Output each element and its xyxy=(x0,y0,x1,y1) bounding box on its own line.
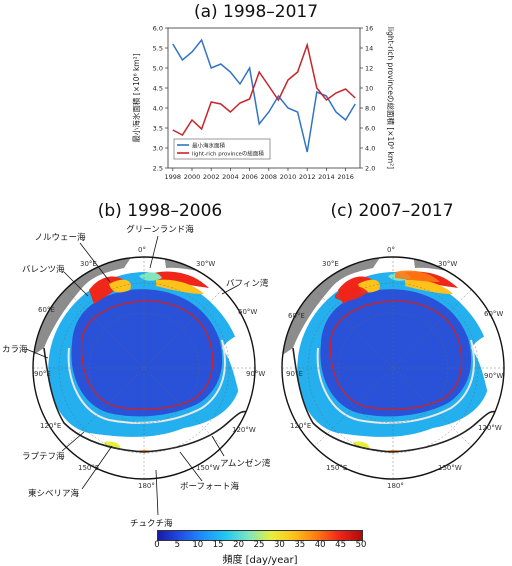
legend-label-ice: 最小海氷面積 xyxy=(192,142,226,150)
y-tick-label-right: 10 xyxy=(365,85,373,93)
y-axis-label-right: light-rich provinceの総面積 [×10⁶ km²] xyxy=(386,27,396,169)
colorbar-tick-label: 10 xyxy=(192,540,204,550)
x-tick-label: 2012 xyxy=(299,173,316,181)
x-tick-label: 2016 xyxy=(337,173,354,181)
label-east-siberian-sea: 東シベリア海 xyxy=(28,488,80,499)
graticule-label-150w: 150°W xyxy=(196,464,220,472)
label-norway-sea: ノルウェー海 xyxy=(34,232,86,243)
y-tick-label-right: 16 xyxy=(365,25,373,33)
graticule-label-90e: 90°E xyxy=(286,370,303,378)
graticule-label-120w: 120°W xyxy=(478,424,502,432)
colorbar xyxy=(157,530,363,541)
colorbar-tick-label: 50 xyxy=(355,540,367,550)
chart-legend: 最小海氷面積 light-rich provinceの総面積 xyxy=(173,138,271,160)
colorbar-ticks: 0 5 10 15 20 25 30 35 40 45 50 xyxy=(154,540,366,552)
label-amundsen-gulf: アムンゼン湾 xyxy=(220,458,271,469)
graticule-label-30e: 30°E xyxy=(80,260,97,268)
series-line-light xyxy=(172,42,356,136)
colorbar-tick-label: 15 xyxy=(212,540,224,550)
legend-label-light: light-rich provinceの総面積 xyxy=(192,150,264,158)
y-tick-label-left: 6.0 xyxy=(153,25,163,33)
graticule-label-150e: 150°E xyxy=(326,464,347,472)
x-tick-label: 1998 xyxy=(165,173,182,181)
graticule-label-60e: 60°E xyxy=(38,306,55,314)
y-tick-label-left: 5.0 xyxy=(153,65,163,73)
label-baffin-bay: バフィン湾 xyxy=(226,278,269,289)
colorbar-tick-label: 40 xyxy=(314,540,326,550)
y-tick-label-left: 2.5 xyxy=(153,165,163,173)
graticule-label-180: 180° xyxy=(138,482,155,490)
y-tick-label-left: 5.5 xyxy=(153,45,163,53)
label-greenland-sea: グリーンランド海 xyxy=(126,224,194,235)
colorbar-tick-label: 5 xyxy=(174,540,181,550)
colorbar-tick-label: 0 xyxy=(154,540,160,550)
graticule-label-120e: 120°E xyxy=(290,422,311,430)
panel-a-title: (a) 1998–2017 xyxy=(193,2,319,22)
graticule-label-120e: 120°E xyxy=(40,422,61,430)
x-tick-label: 2004 xyxy=(222,173,239,181)
x-tick-label: 2010 xyxy=(280,173,297,181)
colorbar-tick-label: 35 xyxy=(294,540,306,550)
graticule-label-60w: 60°W xyxy=(238,308,257,316)
graticule-label-60w: 60°W xyxy=(484,310,503,318)
graticule-label-90w: 90°W xyxy=(484,372,503,380)
y-tick-label-right: 8.0 xyxy=(365,105,375,113)
graticule-label-30w: 30°W xyxy=(196,260,215,268)
graticule-label-30w: 30°W xyxy=(438,260,457,268)
graticule-label-30e: 30°E xyxy=(322,260,339,268)
colorbar-label: 頻度 [day/year] xyxy=(222,555,298,566)
y-tick-label-left: 4.5 xyxy=(153,85,163,93)
y-tick-label-right: 12 xyxy=(365,65,373,73)
label-kara-sea: カラ海 xyxy=(2,344,28,355)
series-line-ice xyxy=(172,38,356,153)
y-tick-label-right: 6.0 xyxy=(365,125,375,133)
colorbar-tick-label: 25 xyxy=(253,540,265,550)
map-1998-2006 xyxy=(32,256,256,480)
graticule-label-150e: 150°E xyxy=(78,464,99,472)
x-tick-label: 2006 xyxy=(241,173,258,181)
colorbar-tick-label: 20 xyxy=(233,540,245,550)
label-barents-sea: バレンツ海 xyxy=(22,264,65,275)
label-beaufort-sea: ボーフォート海 xyxy=(180,481,239,492)
graticule-label-60e: 60°E xyxy=(288,312,305,320)
colorbar-tick-label: 30 xyxy=(273,540,285,550)
graticule-label-0: 0° xyxy=(387,246,395,254)
graticule-label-90w: 90°W xyxy=(246,370,265,378)
y-tick-label-right: 4.0 xyxy=(365,145,375,153)
label-laptev-sea: ラプテフ海 xyxy=(22,451,65,462)
y-tick-label-right: 2.0 xyxy=(365,165,375,173)
colorbar-tick-label: 45 xyxy=(335,540,347,550)
panel-b-title: (b) 1998–2006 xyxy=(97,201,223,221)
graticule-label-90e: 90°E xyxy=(34,370,51,378)
label-chukchi-sea: チュクチ海 xyxy=(130,518,173,529)
y-tick-label-left: 3.0 xyxy=(153,145,163,153)
y-axis-label-left: 最小海氷面積 [×10⁶ km²] xyxy=(131,53,141,142)
y-tick-label-left: 3.5 xyxy=(153,125,163,133)
graticule-label-150w: 150°W xyxy=(438,464,462,472)
y-tick-label-left: 4.0 xyxy=(153,105,163,113)
panel-c-title: (c) 2007–2017 xyxy=(330,201,454,221)
line-chart: 1998 2000 2002 2004 2006 2008 2010 2012 2014 2016… xyxy=(131,25,396,182)
graticule-label-0: 0° xyxy=(138,246,146,254)
x-tick-label: 2000 xyxy=(184,173,201,181)
graticule-label-180: 180° xyxy=(387,482,404,490)
x-tick-label: 2002 xyxy=(203,173,220,181)
y-tick-label-right: 14 xyxy=(365,45,373,53)
x-tick-label: 2014 xyxy=(318,173,335,181)
graticule-label-120w: 120°W xyxy=(232,426,256,434)
map-2007-2017 xyxy=(281,256,505,480)
x-tick-label: 2008 xyxy=(261,173,278,181)
